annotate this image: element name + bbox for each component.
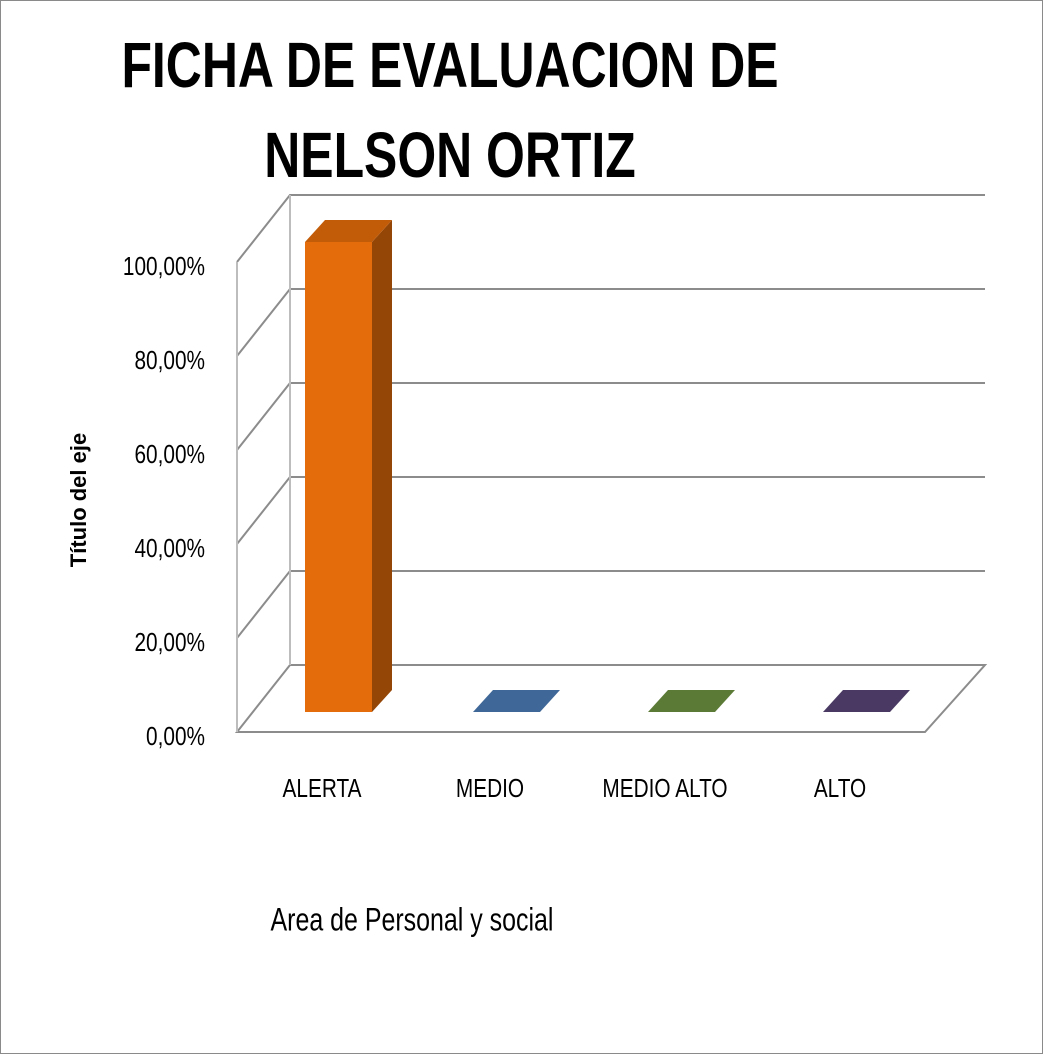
x-tick-label: ALTO	[814, 774, 866, 803]
y-tick-label: 20,00%	[134, 628, 205, 657]
x-tick-label: MEDIO ALTO	[602, 774, 727, 803]
y-tick-label: 40,00%	[134, 534, 205, 563]
x-axis-label: Area de Personal y social	[271, 903, 554, 939]
bar	[305, 220, 392, 712]
x-tick-label: MEDIO	[456, 774, 524, 803]
bar	[648, 690, 735, 712]
y-axis-label: Título del eje	[66, 433, 91, 567]
bar-top	[473, 690, 560, 712]
bar-top	[648, 690, 735, 712]
bar-top	[823, 690, 910, 712]
bar	[473, 690, 560, 712]
y-tick-label: 80,00%	[134, 346, 205, 375]
floor	[234, 664, 988, 733]
bar-front	[305, 242, 372, 712]
y-tick-label: 0,00%	[146, 722, 205, 751]
chart-title: NELSON ORTIZ	[264, 120, 636, 191]
chart-title: FICHA DE EVALUACION DE	[121, 30, 778, 101]
bar	[823, 690, 910, 712]
bar-top	[305, 220, 392, 242]
y-tick-label: 100,00%	[123, 252, 205, 281]
y-tick-label: 60,00%	[134, 440, 205, 469]
bar-side	[372, 220, 392, 712]
x-tick-label: ALERTA	[283, 774, 362, 803]
